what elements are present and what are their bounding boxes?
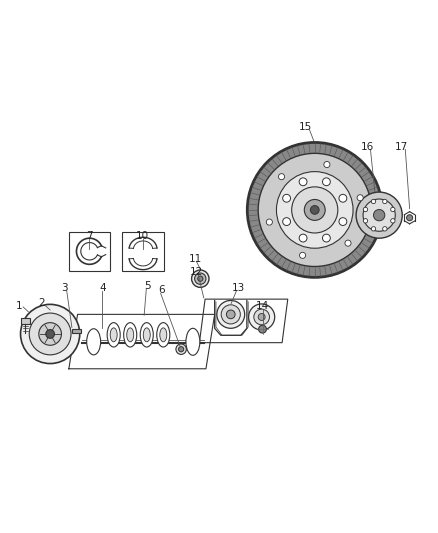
Circle shape xyxy=(363,207,367,212)
Text: 5: 5 xyxy=(144,281,151,291)
Circle shape xyxy=(300,252,306,259)
Ellipse shape xyxy=(186,328,200,356)
Bar xyxy=(72,329,81,333)
Text: 14: 14 xyxy=(256,301,269,311)
Circle shape xyxy=(39,322,61,345)
Circle shape xyxy=(266,219,272,225)
Circle shape xyxy=(258,325,266,333)
Circle shape xyxy=(276,172,353,248)
Circle shape xyxy=(258,313,265,320)
Circle shape xyxy=(299,234,307,242)
Ellipse shape xyxy=(124,322,137,347)
Circle shape xyxy=(304,199,325,220)
Ellipse shape xyxy=(87,329,101,355)
Text: 1: 1 xyxy=(15,301,22,311)
Text: 3: 3 xyxy=(61,283,68,293)
Circle shape xyxy=(292,187,338,233)
Circle shape xyxy=(374,209,385,221)
Circle shape xyxy=(383,227,387,231)
Circle shape xyxy=(363,199,395,231)
Bar xyxy=(122,232,164,271)
Circle shape xyxy=(176,344,186,354)
Ellipse shape xyxy=(160,328,167,342)
Circle shape xyxy=(322,178,330,185)
Circle shape xyxy=(324,161,330,167)
Text: 11: 11 xyxy=(188,254,201,264)
Circle shape xyxy=(247,142,382,277)
Text: 12: 12 xyxy=(190,266,203,277)
Circle shape xyxy=(299,178,307,185)
Circle shape xyxy=(46,329,54,338)
Text: 16: 16 xyxy=(360,142,374,152)
Circle shape xyxy=(194,273,206,284)
Text: 2: 2 xyxy=(38,298,45,309)
Circle shape xyxy=(383,199,387,204)
Text: 13: 13 xyxy=(232,283,245,293)
Circle shape xyxy=(226,310,235,319)
Circle shape xyxy=(179,346,184,352)
Circle shape xyxy=(217,301,245,328)
Circle shape xyxy=(391,219,395,223)
Circle shape xyxy=(391,207,395,212)
Ellipse shape xyxy=(107,322,120,347)
Text: 7: 7 xyxy=(86,231,92,241)
Circle shape xyxy=(371,199,376,204)
Circle shape xyxy=(283,195,290,202)
Circle shape xyxy=(198,276,203,281)
Circle shape xyxy=(258,154,371,266)
Circle shape xyxy=(406,215,413,221)
Circle shape xyxy=(29,313,71,355)
Ellipse shape xyxy=(140,322,153,347)
Ellipse shape xyxy=(110,328,117,342)
Text: 10: 10 xyxy=(136,231,149,241)
Text: 4: 4 xyxy=(99,283,106,293)
Circle shape xyxy=(283,217,290,225)
Circle shape xyxy=(356,192,402,238)
Circle shape xyxy=(249,304,275,330)
Bar xyxy=(21,318,30,324)
Circle shape xyxy=(191,270,209,287)
Circle shape xyxy=(311,206,319,214)
Bar xyxy=(69,232,110,271)
Circle shape xyxy=(339,195,347,202)
Circle shape xyxy=(21,304,80,364)
Text: 15: 15 xyxy=(299,122,312,132)
Ellipse shape xyxy=(157,322,170,347)
Circle shape xyxy=(339,217,347,225)
Text: 6: 6 xyxy=(158,286,165,295)
Circle shape xyxy=(345,240,351,246)
Circle shape xyxy=(357,195,363,201)
Circle shape xyxy=(371,227,376,231)
Circle shape xyxy=(363,219,367,223)
Ellipse shape xyxy=(127,328,134,342)
Circle shape xyxy=(254,309,269,325)
Polygon shape xyxy=(69,314,215,369)
Ellipse shape xyxy=(143,328,150,342)
Circle shape xyxy=(221,305,240,324)
Circle shape xyxy=(279,174,285,180)
Polygon shape xyxy=(199,299,288,343)
Text: 17: 17 xyxy=(395,142,408,152)
Circle shape xyxy=(322,234,330,242)
